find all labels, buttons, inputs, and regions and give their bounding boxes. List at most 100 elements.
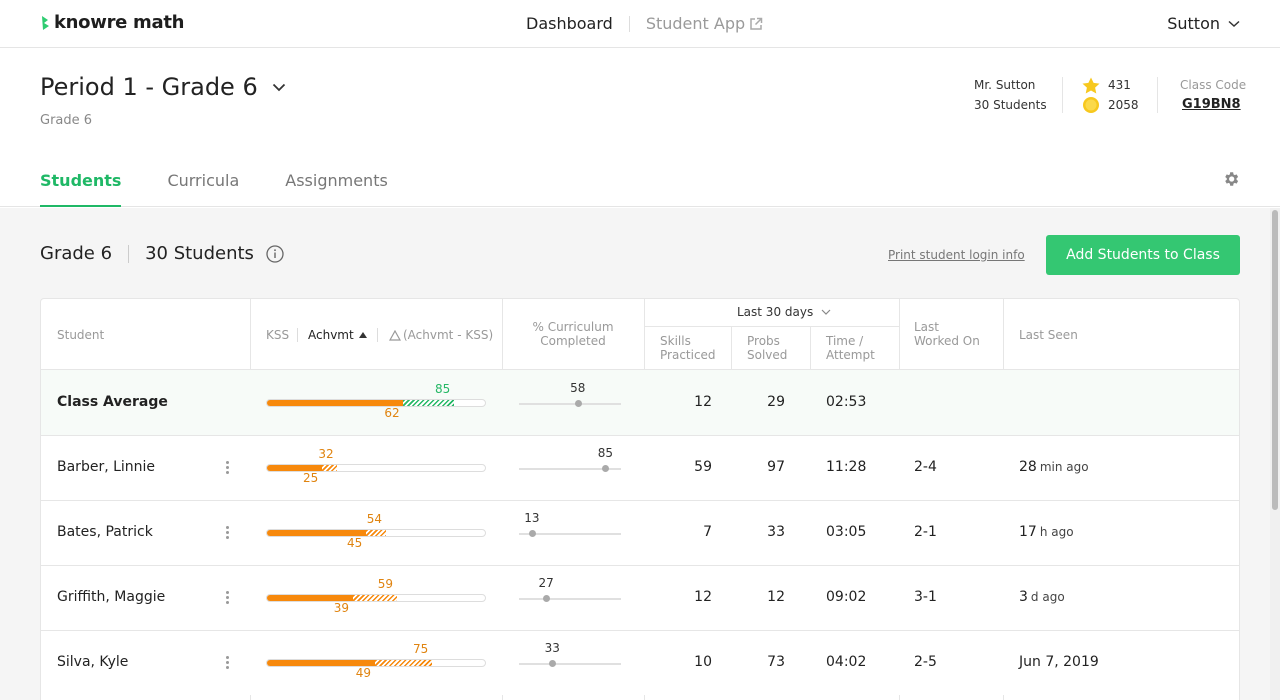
achievement-gap-fill (403, 399, 454, 406)
row-divider (41, 565, 1239, 566)
curriculum-track (519, 467, 621, 470)
print-login-link[interactable]: Print student login info (888, 248, 1025, 262)
curriculum-value: 58 (570, 380, 586, 395)
class-selector[interactable]: Period 1 - Grade 6 (40, 73, 286, 101)
curriculum-value: 85 (597, 445, 613, 460)
class-tabs: Students Curricula Assignments (40, 169, 388, 207)
kss-progress-bar (266, 398, 486, 407)
curriculum-track (519, 402, 621, 405)
curriculum-track (519, 662, 621, 665)
gear-icon[interactable] (1222, 170, 1240, 188)
sort-up-icon (358, 332, 367, 338)
scrollbar-thumb[interactable] (1272, 210, 1278, 510)
coin-icon (1083, 97, 1099, 113)
info-icon[interactable] (266, 244, 284, 263)
kss-fill (267, 464, 322, 471)
tab-students[interactable]: Students (40, 169, 122, 207)
table-row[interactable] (41, 565, 1239, 630)
subcolumn-divider (731, 327, 732, 369)
nav-divider (628, 15, 630, 32)
last-worked-on[interactable]: 2-5 (914, 653, 937, 670)
header-student[interactable]: Student (57, 328, 105, 342)
student-name[interactable]: Griffith, Maggie (57, 588, 166, 605)
class-code-label: Class Code (1180, 78, 1247, 92)
teacher-name: Mr. Sutton (974, 78, 1036, 92)
curriculum-marker (574, 400, 582, 407)
student-name[interactable]: Bates, Patrick (57, 523, 153, 540)
meta-divider (1157, 77, 1158, 113)
period-divider (644, 326, 899, 327)
problems-solved: 97 (767, 458, 785, 475)
skills-practiced: 59 (694, 458, 712, 475)
last-seen-value: 17 (1019, 523, 1037, 540)
star-icon (1082, 77, 1100, 93)
student-name[interactable]: Silva, Kyle (57, 653, 129, 670)
tab-assignments[interactable]: Assignments (285, 171, 388, 190)
header-curriculum[interactable]: % Curriculum Completed (532, 320, 614, 348)
nav-student-app[interactable]: Student App (646, 14, 763, 33)
achievement-gap-fill (374, 659, 432, 666)
tab-curricula[interactable]: Curricula (167, 171, 240, 190)
subcolumn-divider (810, 327, 811, 369)
brand-logo[interactable]: knowre math (40, 12, 184, 33)
period-selector[interactable]: Last 30 days (737, 305, 831, 319)
table-row[interactable] (41, 500, 1239, 565)
problems-solved: 12 (767, 588, 785, 605)
curriculum-marker (528, 530, 536, 537)
table-row[interactable] (41, 630, 1239, 695)
content-area: Grade 6 30 Students Print student login … (0, 208, 1270, 700)
achievement-value: 75 (413, 641, 429, 656)
period-label: Last 30 days (737, 305, 814, 319)
curriculum-value: 13 (524, 510, 540, 525)
last-seen: 28 min ago (1019, 459, 1089, 475)
logo-mark-icon (42, 15, 49, 30)
last-worked-on[interactable]: 3-1 (914, 588, 937, 605)
more-options-icon[interactable] (226, 655, 230, 670)
class-header: Period 1 - Grade 6 Grade 6 Mr. Sutton 30… (0, 49, 1280, 207)
class-code-link[interactable]: G19BN8 (1182, 97, 1241, 112)
more-options-icon[interactable] (226, 590, 230, 605)
time-per-attempt: 04:02 (826, 653, 867, 670)
skills-practiced: 7 (703, 523, 712, 540)
header-last-worked[interactable]: Last Worked On (914, 320, 980, 348)
class-title: Period 1 - Grade 6 (40, 73, 258, 101)
skills-practiced: 10 (694, 653, 712, 670)
last-seen: Jun 7, 2019 (1019, 654, 1099, 670)
nav-dashboard[interactable]: Dashboard (526, 14, 613, 33)
star-count: 431 (1108, 78, 1131, 92)
student-name[interactable]: Barber, Linnie (57, 458, 156, 475)
header-time[interactable]: Time / Attempt (826, 334, 875, 362)
table-row[interactable] (41, 435, 1239, 500)
header-kss[interactable]: KSS (266, 328, 290, 342)
problems-solved: 29 (767, 393, 785, 410)
curriculum-marker (549, 660, 557, 667)
scrollbar[interactable] (1270, 208, 1280, 700)
header-skills[interactable]: Skills Practiced (660, 334, 716, 362)
achievement-gap-fill (322, 464, 338, 471)
more-options-icon[interactable] (226, 525, 230, 540)
last-seen: 17 h ago (1019, 524, 1074, 540)
kss-fill (267, 399, 404, 406)
kss-progress-bar (266, 593, 486, 602)
last-seen-value: 28 (1019, 458, 1037, 475)
header-last-seen[interactable]: Last Seen (1019, 328, 1078, 342)
class-points: 431 2058 (1082, 75, 1139, 115)
kss-fill (267, 529, 366, 536)
top-nav: knowre math Dashboard Student App Sutton (0, 0, 1280, 48)
header-delta[interactable]: (Achvmt - KSS) (389, 328, 493, 342)
kss-value: 45 (347, 535, 363, 550)
last-worked-on[interactable]: 2-1 (914, 523, 937, 540)
last-worked-on[interactable]: 2-4 (914, 458, 937, 475)
achievement-value: 54 (366, 511, 383, 526)
header-probs[interactable]: Probs Solved (747, 334, 788, 362)
section-grade: Grade 6 (40, 243, 113, 264)
more-options-icon[interactable] (226, 460, 230, 475)
student-count: 30 Students (974, 98, 1047, 112)
row-divider (41, 630, 1239, 631)
user-menu[interactable]: Sutton (1167, 14, 1240, 33)
curriculum-track (519, 532, 621, 535)
header-achvmt[interactable]: Achvmt (308, 328, 367, 342)
time-per-attempt: 11:28 (826, 458, 867, 475)
add-students-button[interactable]: Add Students to Class (1046, 235, 1240, 275)
